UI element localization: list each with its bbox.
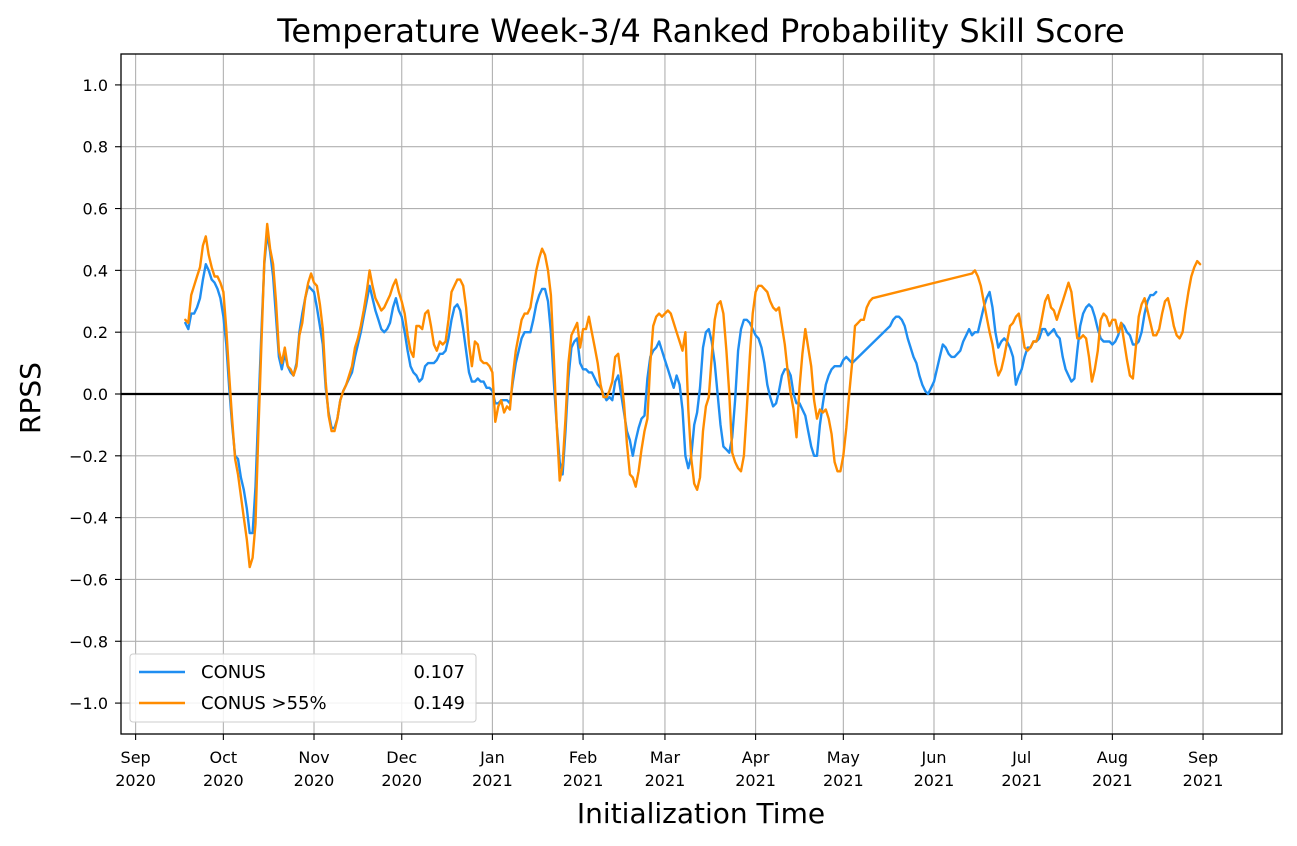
y-tick-label: −0.8 bbox=[69, 632, 108, 651]
y-axis-label: RPSS bbox=[14, 362, 47, 434]
x-tick-year: 2021 bbox=[914, 771, 955, 790]
series-lines bbox=[184, 222, 1202, 569]
y-tick-label: −0.6 bbox=[69, 570, 108, 589]
y-tick-label: −0.4 bbox=[69, 509, 108, 528]
x-tick-month: Mar bbox=[650, 748, 681, 767]
x-tick-year: 2020 bbox=[203, 771, 244, 790]
x-tick-month: Nov bbox=[298, 748, 329, 767]
x-tick-month: Sep bbox=[1188, 748, 1218, 767]
x-tick-year: 2021 bbox=[472, 771, 513, 790]
y-tick-label: 0.0 bbox=[83, 385, 108, 404]
series-line-conus-55 bbox=[184, 222, 1202, 569]
legend: CONUS 0.107 CONUS >55% 0.149 bbox=[129, 653, 477, 723]
y-tick-label: −0.2 bbox=[69, 447, 108, 466]
legend-value-conus: 0.107 bbox=[413, 662, 465, 683]
x-axis-label: Initialization Time bbox=[577, 797, 825, 830]
y-tick-label: 0.2 bbox=[83, 323, 108, 342]
x-tick-month: Dec bbox=[386, 748, 417, 767]
chart-title: Temperature Week-3/4 Ranked Probability … bbox=[276, 12, 1124, 50]
x-axis-ticks: Sep 2020 Oct 2020 Nov 2020 Dec 2020 Jan 2021 Feb 20… bbox=[115, 734, 1223, 790]
x-tick-year: 2021 bbox=[1183, 771, 1224, 790]
x-tick-month: Aug bbox=[1097, 748, 1128, 767]
x-tick-year: 2021 bbox=[563, 771, 604, 790]
y-tick-label: 0.8 bbox=[83, 138, 108, 157]
y-tick-label: −1.0 bbox=[69, 694, 108, 713]
x-tick-year: 2020 bbox=[115, 771, 156, 790]
y-axis-ticks: −1.0 −0.8 −0.6 −0.4 −0.2 0.0 0.2 0.4 0.6 0.8 1.0 bbox=[69, 76, 121, 713]
x-tick-month: May bbox=[827, 748, 860, 767]
legend-label-conus-55: CONUS >55% bbox=[201, 693, 327, 714]
x-tick-year: 2021 bbox=[823, 771, 864, 790]
x-tick-month: Jan bbox=[479, 748, 505, 767]
x-tick-year: 2020 bbox=[294, 771, 335, 790]
y-tick-label: 1.0 bbox=[83, 76, 108, 95]
x-tick-month: Jun bbox=[920, 748, 946, 767]
x-tick-month: Sep bbox=[121, 748, 151, 767]
legend-label-conus: CONUS bbox=[201, 662, 266, 683]
legend-box bbox=[129, 653, 477, 723]
x-tick-month: Apr bbox=[742, 748, 770, 767]
y-tick-label: 0.4 bbox=[83, 261, 108, 280]
x-tick-year: 2021 bbox=[735, 771, 776, 790]
x-tick-year: 2021 bbox=[645, 771, 686, 790]
x-tick-month: Jul bbox=[1011, 748, 1031, 767]
x-tick-month: Feb bbox=[569, 748, 597, 767]
x-tick-year: 2021 bbox=[1001, 771, 1042, 790]
legend-value-conus-55: 0.149 bbox=[413, 693, 465, 714]
x-tick-month: Oct bbox=[210, 748, 238, 767]
x-tick-year: 2020 bbox=[381, 771, 422, 790]
y-tick-label: 0.6 bbox=[83, 200, 108, 219]
x-tick-year: 2021 bbox=[1092, 771, 1133, 790]
